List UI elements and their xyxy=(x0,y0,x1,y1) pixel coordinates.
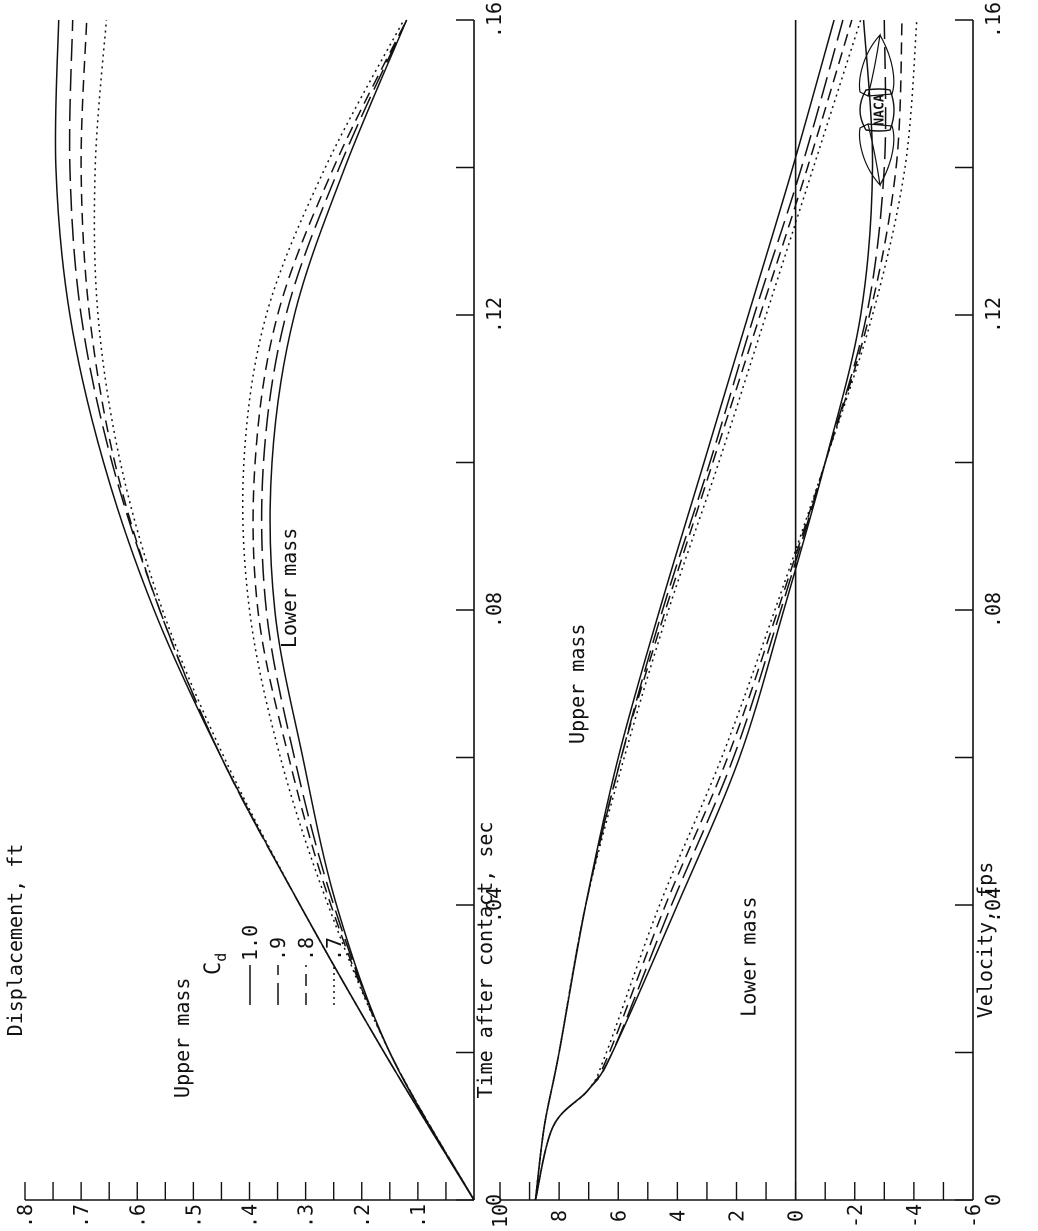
logo-text: NACA xyxy=(873,94,888,125)
y-axis-label: Velocity, fps xyxy=(973,862,997,1019)
y-tick-label: .4 xyxy=(238,1204,262,1228)
y-tick-label: .2 xyxy=(350,1204,374,1228)
series-line-lower-mass-cd-p8 xyxy=(534,19,903,1201)
legend-title: Cd xyxy=(201,953,230,975)
annotation-lower-mass: Lower mass xyxy=(736,896,760,1016)
series-line-lower-mass-cd-p7 xyxy=(534,19,918,1201)
y-tick-label: 0 xyxy=(784,1210,808,1222)
y-tick-label: .5 xyxy=(181,1204,205,1228)
series-line-upper-mass-cd-p9 xyxy=(68,19,475,1201)
series-line-upper-mass-cd-1p0 xyxy=(534,19,835,1201)
x-tick-label: 0 xyxy=(981,1194,1005,1206)
x-tick-label: .04 xyxy=(981,887,1005,923)
x-tick-label: .12 xyxy=(981,297,1005,333)
y-tick-label: 8 xyxy=(547,1210,571,1222)
y-tick-label: 2 xyxy=(725,1210,749,1222)
series-line-upper-mass-cd-p8 xyxy=(534,19,853,1201)
series-line-lower-mass-cd-p8 xyxy=(252,19,475,1201)
y-tick-label: .3 xyxy=(294,1204,318,1228)
legend-label-cd-p8: .8 xyxy=(294,937,318,961)
naca-logo-mark: NACA xyxy=(858,33,895,187)
logo-center-shield xyxy=(859,88,895,132)
legend-label-cd-p7: .7 xyxy=(322,937,346,961)
legend-label-cd-1p0: 1.0 xyxy=(238,925,262,961)
logo-left-wing xyxy=(858,123,881,187)
legend-label-cd-p9: .9 xyxy=(266,937,290,961)
y-tick-label: .8 xyxy=(13,1204,37,1228)
series-line-lower-mass-cd-1p0 xyxy=(534,19,874,1201)
velocity-chart: 0 .04 .08 .12 .16 -6 -4 -2 0 2 4 6 8 10 Velocity, fps U… xyxy=(488,2,1005,1228)
y-tick-label: .1 xyxy=(406,1204,430,1228)
x-tick-label: .04 xyxy=(482,887,506,923)
y-axis-label: Displacement, ft xyxy=(3,844,27,1037)
x-tick-label: .12 xyxy=(482,297,506,333)
series-line-lower-mass-cd-p9 xyxy=(534,19,887,1201)
legend-block: Cd 1.0.9.8.7 xyxy=(201,925,346,1005)
annotation-upper-mass: Upper mass xyxy=(170,978,194,1098)
displacement-chart: 0.04.08.12.16.1.2.3.4.5.6.7.8Displacemen… xyxy=(3,2,506,1228)
naca-logo: NACA xyxy=(858,33,895,187)
logo-right-wing-lower xyxy=(867,34,895,97)
y-tick-label: 4 xyxy=(665,1210,689,1222)
annotation-upper-mass: Upper mass xyxy=(565,624,589,744)
y-tick-label: .7 xyxy=(69,1204,93,1228)
legend: Cd 1.0.9.8.7 xyxy=(201,925,346,1005)
series-line-upper-mass-cd-p9 xyxy=(534,19,844,1201)
x-tick-label: .16 xyxy=(981,2,1005,38)
series-line-upper-mass-cd-p7 xyxy=(534,19,862,1201)
shared-x-axis-label: Time after contact, sec xyxy=(473,822,497,1099)
y-tick-label: .6 xyxy=(125,1204,149,1228)
series-line-lower-mass-cd-1p0 xyxy=(269,19,475,1201)
y-tick-label: 6 xyxy=(606,1210,630,1222)
y-tick-label: -4 xyxy=(902,1204,926,1228)
legend-title-sub: d xyxy=(212,953,230,962)
series-line-lower-mass-cd-p9 xyxy=(260,19,475,1201)
y-tick-label: -6 xyxy=(961,1204,985,1228)
x-tick-label: .08 xyxy=(981,592,1005,628)
x-tick-label: .16 xyxy=(482,2,506,38)
series-line-upper-mass-cd-p8 xyxy=(80,19,475,1201)
y-tick-label: -2 xyxy=(843,1204,867,1228)
series-line-upper-mass-cd-p7 xyxy=(93,19,475,1201)
x-tick-label: .08 xyxy=(482,592,506,628)
logo-right-wing xyxy=(858,33,881,97)
y-tick-label: 10 xyxy=(488,1204,512,1228)
series-line-upper-mass-cd-1p0 xyxy=(54,19,475,1201)
annotation-lower-mass: Lower mass xyxy=(277,528,301,648)
